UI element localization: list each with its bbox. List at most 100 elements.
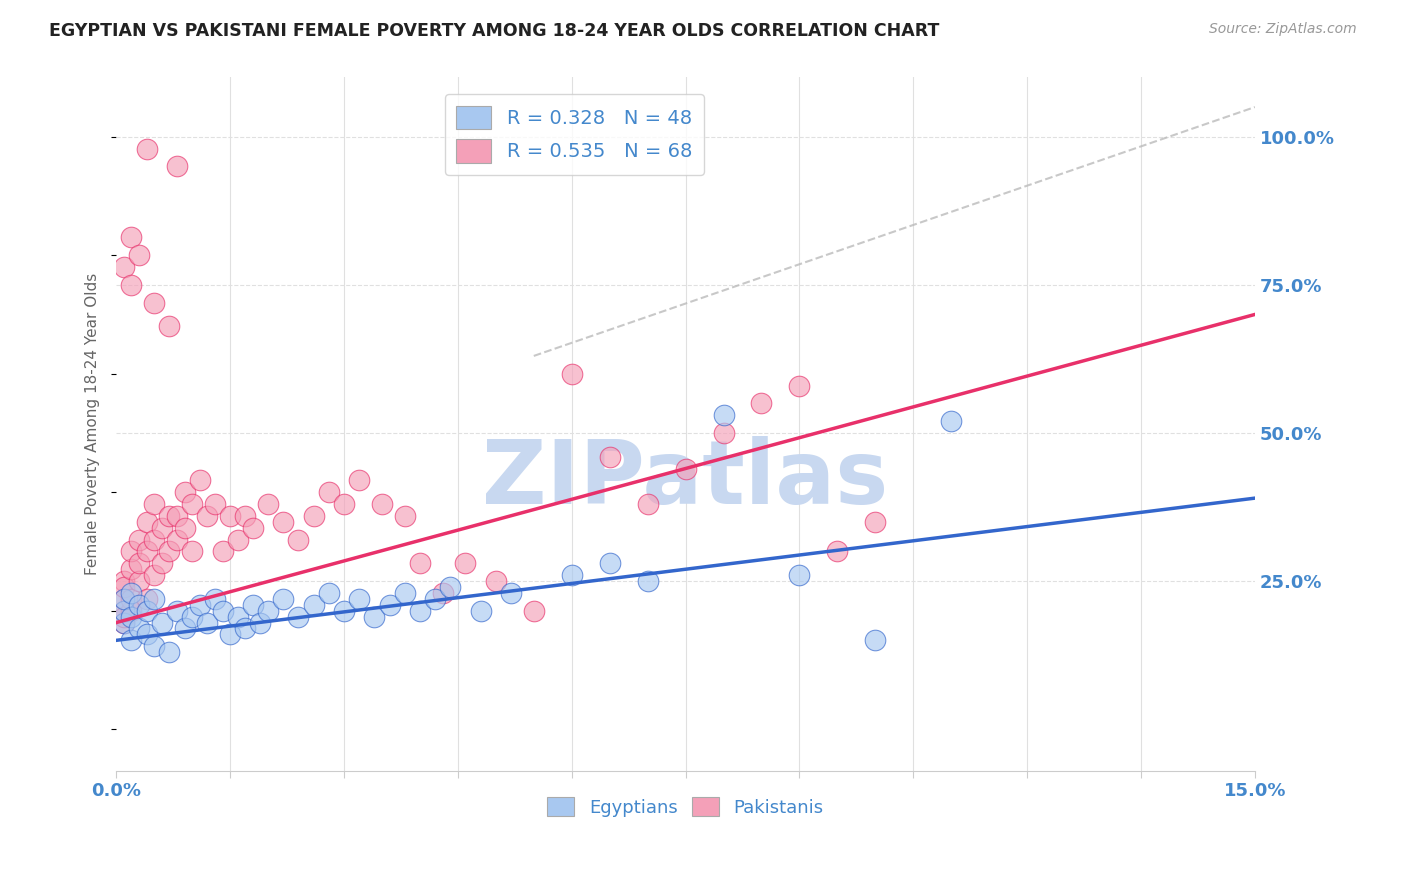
Point — [181, 609, 204, 624]
Point — [112, 591, 135, 606]
Point — [143, 568, 166, 582]
Point — [941, 414, 963, 428]
Point — [135, 515, 157, 529]
Point — [439, 580, 461, 594]
Point — [287, 533, 309, 547]
Point — [789, 568, 811, 582]
Point — [789, 378, 811, 392]
Point — [242, 598, 264, 612]
Point — [135, 604, 157, 618]
Point — [211, 604, 233, 618]
Point — [120, 633, 142, 648]
Point — [211, 544, 233, 558]
Point — [333, 604, 356, 618]
Text: ZIPatlas: ZIPatlas — [482, 436, 889, 523]
Point — [112, 609, 135, 624]
Point — [249, 615, 271, 630]
Point — [120, 591, 142, 606]
Point — [128, 598, 150, 612]
Point — [166, 508, 188, 523]
Point — [394, 586, 416, 600]
Point — [120, 230, 142, 244]
Point — [128, 574, 150, 588]
Point — [865, 633, 887, 648]
Point — [318, 485, 340, 500]
Point — [409, 604, 432, 618]
Point — [363, 609, 385, 624]
Point — [120, 277, 142, 292]
Point — [195, 508, 218, 523]
Point — [333, 497, 356, 511]
Point — [112, 591, 135, 606]
Point — [378, 598, 401, 612]
Point — [347, 474, 370, 488]
Point — [157, 544, 180, 558]
Point — [128, 557, 150, 571]
Point — [120, 544, 142, 558]
Point — [173, 622, 195, 636]
Point — [150, 557, 173, 571]
Text: Source: ZipAtlas.com: Source: ZipAtlas.com — [1209, 22, 1357, 37]
Point — [120, 609, 142, 624]
Point — [173, 521, 195, 535]
Point — [143, 591, 166, 606]
Point — [226, 533, 249, 547]
Point — [112, 615, 135, 630]
Point — [219, 508, 242, 523]
Point — [188, 474, 211, 488]
Point — [166, 533, 188, 547]
Point — [454, 557, 477, 571]
Point — [713, 408, 735, 422]
Point — [128, 533, 150, 547]
Point — [195, 615, 218, 630]
Point — [135, 627, 157, 641]
Point — [157, 645, 180, 659]
Point — [318, 586, 340, 600]
Point — [226, 609, 249, 624]
Text: EGYPTIAN VS PAKISTANI FEMALE POVERTY AMONG 18-24 YEAR OLDS CORRELATION CHART: EGYPTIAN VS PAKISTANI FEMALE POVERTY AMO… — [49, 22, 939, 40]
Point — [302, 598, 325, 612]
Point — [120, 604, 142, 618]
Point — [188, 598, 211, 612]
Legend: Egyptians, Pakistanis: Egyptians, Pakistanis — [540, 790, 831, 824]
Point — [204, 591, 226, 606]
Point — [242, 521, 264, 535]
Point — [499, 586, 522, 600]
Point — [204, 497, 226, 511]
Point — [143, 497, 166, 511]
Point — [599, 450, 621, 464]
Point — [157, 508, 180, 523]
Point — [128, 622, 150, 636]
Point — [173, 485, 195, 500]
Point — [181, 497, 204, 511]
Point — [120, 586, 142, 600]
Point — [135, 544, 157, 558]
Point — [423, 591, 446, 606]
Point — [181, 544, 204, 558]
Point — [287, 609, 309, 624]
Point — [409, 557, 432, 571]
Point — [865, 515, 887, 529]
Point — [751, 396, 773, 410]
Point — [112, 604, 135, 618]
Point — [233, 622, 256, 636]
Y-axis label: Female Poverty Among 18-24 Year Olds: Female Poverty Among 18-24 Year Olds — [86, 273, 100, 575]
Point — [271, 515, 294, 529]
Point — [150, 615, 173, 630]
Point — [599, 557, 621, 571]
Point — [112, 260, 135, 274]
Point — [143, 295, 166, 310]
Point — [112, 574, 135, 588]
Point — [166, 604, 188, 618]
Point — [143, 533, 166, 547]
Point — [233, 508, 256, 523]
Point — [485, 574, 508, 588]
Point — [713, 425, 735, 440]
Point — [637, 497, 659, 511]
Point — [561, 367, 583, 381]
Point — [135, 591, 157, 606]
Point — [219, 627, 242, 641]
Point — [827, 544, 849, 558]
Point — [257, 604, 280, 618]
Point — [112, 615, 135, 630]
